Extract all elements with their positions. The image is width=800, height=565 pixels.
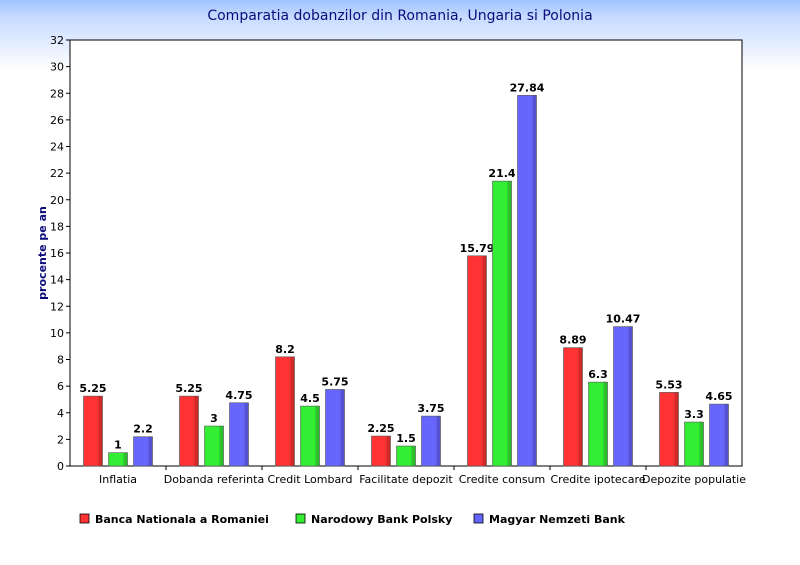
bar (133, 436, 153, 467)
bar (204, 425, 224, 467)
y-tick-label: 28 (50, 87, 64, 100)
bar (613, 326, 633, 467)
bar-shade (436, 416, 441, 466)
y-tick-label: 32 (50, 34, 64, 47)
bar (517, 95, 537, 467)
data-label: 5.53 (655, 378, 682, 391)
data-label: 4.75 (225, 389, 252, 402)
data-label: 3.75 (417, 402, 444, 415)
bar (467, 255, 487, 467)
bar (659, 392, 679, 467)
x-tick-label: Inflatia (99, 473, 137, 486)
data-label: 5.75 (321, 375, 348, 388)
x-tick-label: Depozite populatie (642, 473, 746, 486)
bar (588, 381, 608, 467)
bar-shade (507, 181, 512, 467)
y-tick-label: 24 (50, 141, 64, 154)
y-tick-label: 10 (50, 327, 64, 340)
data-label: 5.25 (79, 382, 106, 395)
bar-shade (699, 422, 704, 466)
y-tick-label: 18 (50, 220, 64, 233)
bar (300, 405, 320, 467)
data-label: 3.3 (684, 408, 704, 421)
legend: Banca Nationala a Romaniei Narodowy Bank … (79, 513, 626, 526)
x-tick-label: Credit Lombard (268, 473, 353, 486)
bar-shade (148, 436, 153, 466)
y-tick-label: 0 (57, 460, 64, 473)
y-tick-label: 8 (57, 354, 64, 367)
bar (108, 452, 128, 467)
legend-swatch (295, 513, 306, 524)
data-label: 2.25 (367, 422, 394, 435)
bar-shade (386, 436, 391, 466)
bar (684, 421, 704, 467)
bar-shade (98, 396, 103, 466)
plot-area: 024681012141618202224262830325.2512.2Inf… (50, 34, 746, 486)
y-tick-label: 6 (57, 380, 64, 393)
x-tick-label: Credite consum (459, 473, 546, 486)
x-tick-label: Dobanda referinta (164, 473, 264, 486)
bar-shade (123, 452, 128, 466)
bar-shade (290, 356, 295, 466)
data-label: 3 (210, 412, 218, 425)
y-tick-label: 22 (50, 167, 64, 180)
x-tick-label: Credite ipotecare (550, 473, 645, 486)
data-label: 5.25 (175, 382, 202, 395)
bar-shade (628, 326, 633, 466)
data-label: 4.5 (300, 392, 320, 405)
legend-label: Narodowy Bank Polsky (311, 513, 452, 526)
bar-shade (724, 404, 729, 466)
x-tick-label: Facilitate depozit (359, 473, 453, 486)
bar-shade (674, 392, 679, 466)
legend-label: Banca Nationala a Romaniei (95, 513, 269, 526)
chart-title: Comparatia dobanzilor din Romania, Ungar… (207, 8, 592, 24)
bar (325, 389, 345, 467)
legend-swatch (473, 513, 484, 524)
bar-shade (194, 396, 199, 466)
bar-shade (532, 95, 537, 466)
data-label: 21.4 (488, 167, 515, 180)
bar (229, 402, 249, 467)
y-tick-label: 30 (50, 61, 64, 74)
data-label: 1.5 (396, 432, 416, 445)
y-tick-label: 2 (57, 433, 64, 446)
data-label: 27.84 (510, 81, 545, 94)
bar (421, 415, 441, 467)
y-tick-label: 26 (50, 114, 64, 127)
bar-shade (340, 389, 345, 466)
y-tick-label: 14 (50, 274, 64, 287)
bar (396, 445, 416, 467)
bar (563, 347, 583, 467)
bar (492, 180, 512, 467)
y-tick-label: 4 (57, 407, 64, 420)
bar-shade (411, 446, 416, 466)
bar-shade (315, 406, 320, 466)
data-label: 10.47 (606, 313, 641, 326)
data-label: 2.2 (133, 423, 153, 436)
bar (709, 403, 729, 467)
bar-shade (603, 382, 608, 466)
bar (179, 395, 199, 467)
data-label: 1 (114, 439, 122, 452)
data-label: 8.2 (275, 343, 295, 356)
data-label: 8.89 (559, 334, 586, 347)
bar (371, 435, 391, 467)
bar-shade (219, 426, 224, 466)
plot-frame (69, 39, 743, 467)
bar-shade (578, 347, 583, 466)
y-tick-label: 16 (50, 247, 64, 260)
bar-shade (482, 255, 487, 466)
y-axis-label: procente pe an (36, 206, 49, 300)
data-label: 4.65 (705, 390, 732, 403)
data-label: 6.3 (588, 368, 608, 381)
y-tick-label: 12 (50, 300, 64, 313)
bar (83, 395, 103, 467)
bar (275, 356, 295, 467)
bar-shade (244, 402, 249, 466)
legend-label: Magyar Nemzeti Bank (489, 513, 626, 526)
y-tick-label: 20 (50, 194, 64, 207)
legend-swatch (79, 513, 90, 524)
data-label: 15.79 (460, 242, 495, 255)
